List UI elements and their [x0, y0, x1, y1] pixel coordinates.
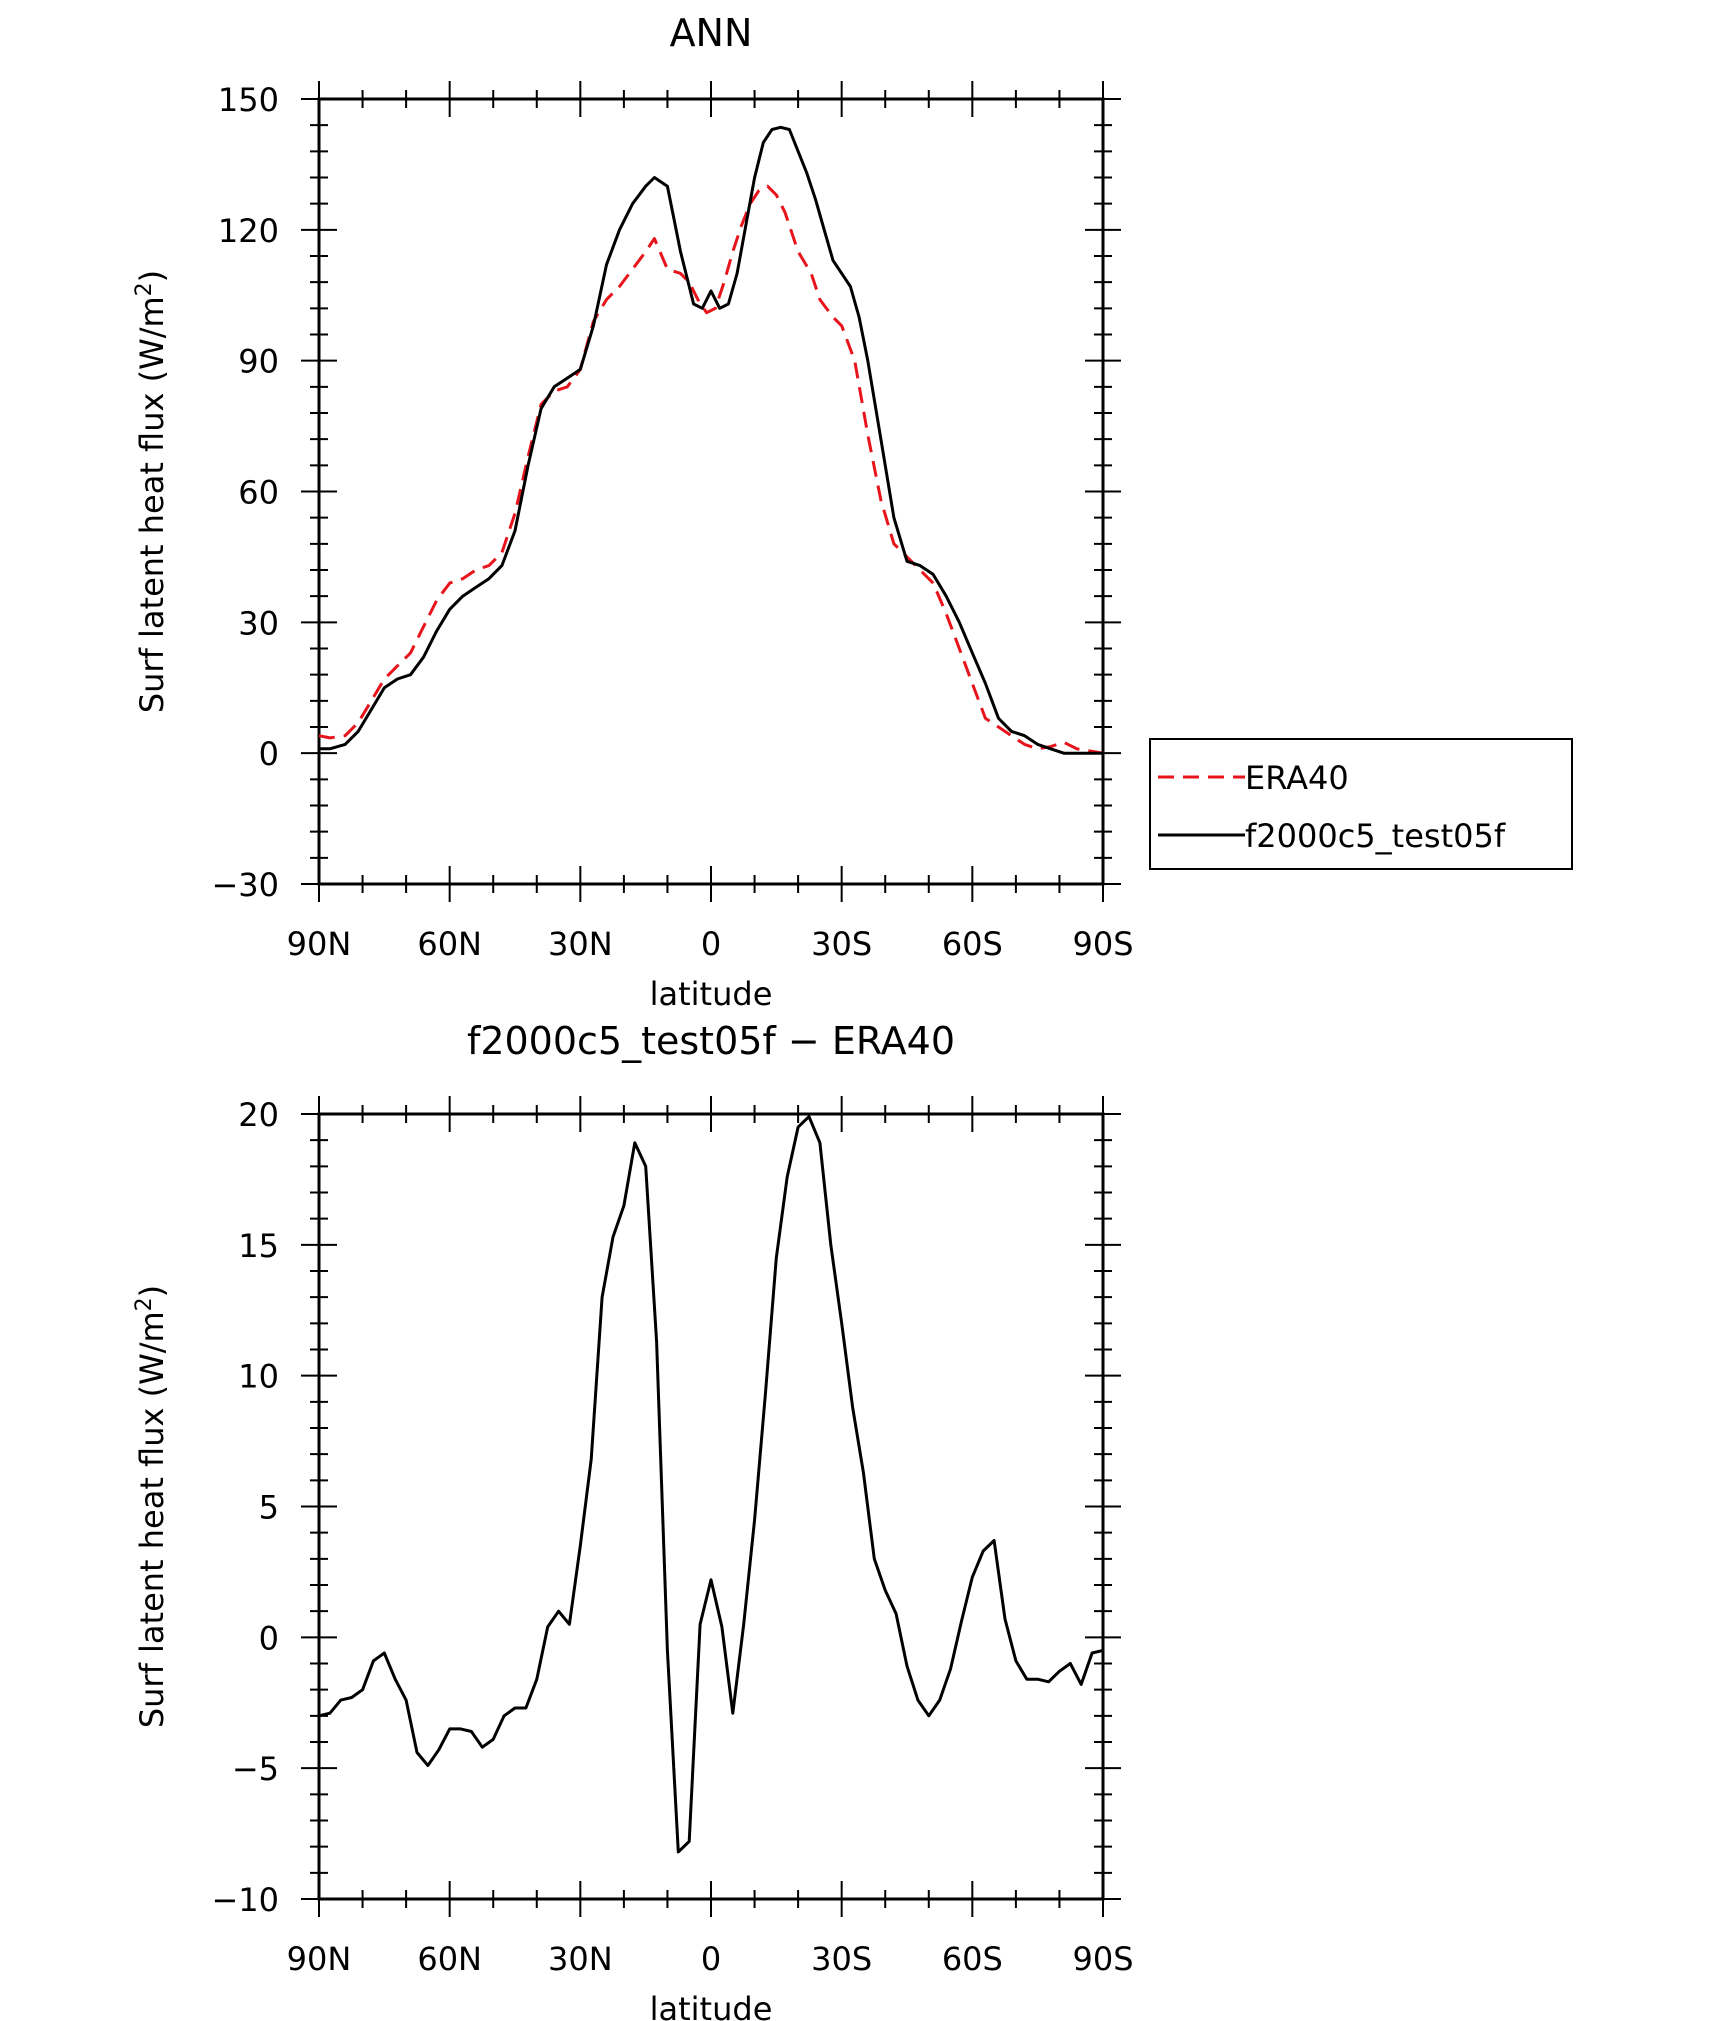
y-tick-label: 120: [218, 212, 279, 250]
plot-frame: [317, 1112, 1105, 1901]
x-tick-label: 0: [701, 1940, 721, 1978]
x-tick-label: 60N: [417, 1940, 482, 1978]
y-tick-label: 10: [238, 1358, 279, 1396]
x-tick-label: 60S: [942, 1940, 1003, 1978]
x-tick-label: 60S: [942, 925, 1003, 963]
legend-label-model: f2000c5_test05f: [1245, 817, 1506, 855]
x-tick-labels: 90N 60N 30N 0 30S 60S 90S: [287, 1940, 1134, 1978]
y-tick-labels: 150 120 90 60 30 0 −30: [211, 81, 279, 904]
chart-panel-annual: ANN 150 120 90 60 30 0 −30 90N 60N 30N 0 30S 60S 90S…: [132, 11, 1573, 1013]
series-group: [318, 1115, 1104, 1854]
x-axis-label: latitude: [650, 1990, 773, 2021]
x-tick-label: 90N: [287, 925, 352, 963]
y-axis-label-main: Surf latent heat flux (W/m: [133, 296, 171, 713]
x-tick-label: 30S: [811, 925, 872, 963]
series-line-0: [318, 1115, 1104, 1854]
axis-ticks: [301, 81, 1121, 902]
x-tick-label: 30N: [548, 1940, 613, 1978]
axis-ticks: [301, 1096, 1121, 1917]
x-tick-label: 90N: [287, 1940, 352, 1978]
chart-title: ANN: [670, 11, 753, 55]
y-tick-label: 60: [238, 474, 279, 512]
x-axis-label: latitude: [650, 975, 773, 1013]
y-tick-label: 20: [238, 1096, 279, 1134]
plot-frame: [317, 97, 1105, 886]
x-tick-label: 60N: [417, 925, 482, 963]
y-axis-label: Surf latent heat flux (W/m2): [132, 270, 172, 713]
y-tick-label: −10: [211, 1881, 279, 1919]
x-tick-label: 90S: [1072, 1940, 1133, 1978]
y-axis-label-superscript: 2: [132, 1297, 157, 1311]
y-tick-label: 5: [259, 1489, 279, 1527]
y-tick-label: 0: [259, 735, 279, 773]
y-axis-label-close: ): [133, 1285, 171, 1297]
legend: ERA40 f2000c5_test05f: [1149, 738, 1573, 870]
y-tick-label: 30: [238, 604, 279, 642]
x-tick-label: 0: [701, 925, 721, 963]
series-line-1: [319, 125, 1103, 755]
series-line-0: [318, 184, 1104, 755]
series-group: [318, 125, 1104, 755]
y-axis-label: Surf latent heat flux (W/m2): [132, 1285, 172, 1728]
y-tick-label: −5: [232, 1750, 279, 1788]
y-tick-label: 15: [238, 1227, 279, 1265]
y-tick-label: 90: [238, 343, 279, 381]
y-tick-labels: 20 15 10 5 0 −5 −10: [211, 1096, 279, 1919]
y-tick-label: 0: [259, 1619, 279, 1657]
y-axis-label-close: ): [133, 270, 171, 282]
x-tick-label: 90S: [1072, 925, 1133, 963]
x-tick-labels: 90N 60N 30N 0 30S 60S 90S: [287, 925, 1134, 963]
y-tick-label: 150: [218, 81, 279, 119]
y-axis-label-superscript: 2: [132, 282, 157, 296]
y-tick-label: −30: [211, 866, 279, 904]
y-axis-label-main: Surf latent heat flux (W/m: [133, 1311, 171, 1728]
x-tick-label: 30N: [548, 925, 613, 963]
legend-label-era40: ERA40: [1245, 759, 1349, 797]
chart-title: f2000c5_test05f − ERA40: [467, 1019, 955, 1063]
x-tick-label: 30S: [811, 1940, 872, 1978]
legend-box: [1149, 738, 1573, 870]
